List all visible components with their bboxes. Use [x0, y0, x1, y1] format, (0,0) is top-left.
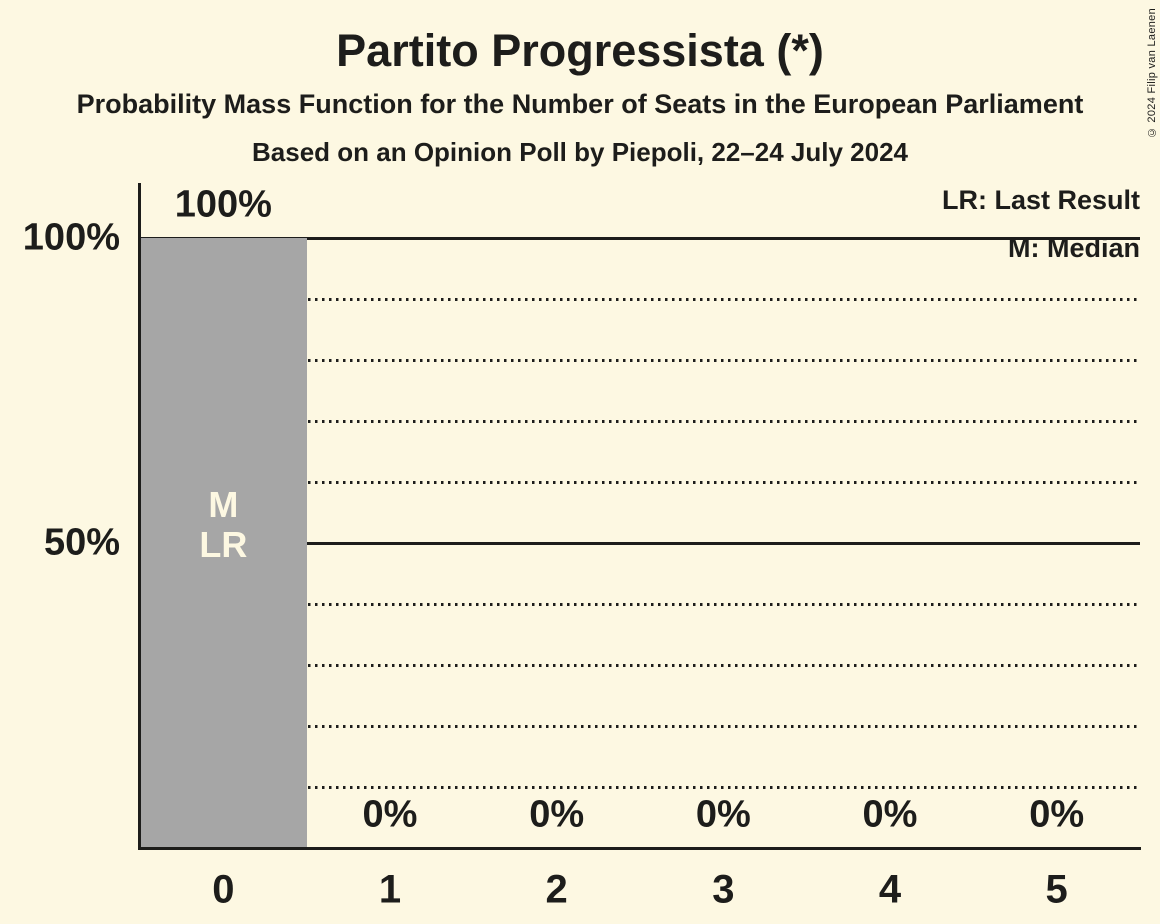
chart-title: Partito Progressista (*) — [336, 25, 824, 76]
legend-median: M: Median — [1008, 233, 1140, 263]
bar-value-label-4: 0% — [862, 793, 918, 836]
chart-source-line: Based on an Opinion Poll by Piepoli, 22–… — [252, 137, 908, 167]
gridline-dotted-60 — [140, 480, 1140, 484]
copyright-notice: © 2024 Filip van Laenen — [1146, 8, 1158, 139]
x-tick-label-0: 0 — [212, 867, 235, 912]
y-axis-line — [138, 183, 141, 849]
bar-value-label-5: 0% — [1029, 793, 1085, 836]
x-tick-label-1: 1 — [378, 867, 402, 912]
chart-subtitle: Probability Mass Function for the Number… — [76, 89, 1084, 119]
gridline-dotted-30 — [140, 663, 1140, 667]
bar-annotation-m: M — [208, 484, 239, 525]
bar-value-label-1: 0% — [362, 793, 418, 836]
y-tick-label-50: 50% — [43, 521, 120, 564]
x-axis-line — [138, 847, 1141, 850]
gridline-dotted-10 — [140, 785, 1140, 789]
legend-last-result: LR: Last Result — [941, 185, 1140, 215]
gridline-dotted-20 — [140, 724, 1140, 728]
x-tick-label-2: 2 — [545, 867, 568, 912]
y-tick-label-100: 100% — [22, 216, 120, 259]
gridline-dotted-80 — [140, 358, 1140, 362]
gridline-dotted-40 — [140, 602, 1140, 606]
bar-value-label-3: 0% — [695, 793, 751, 836]
gridline-solid-50 — [140, 541, 1140, 545]
gridline-dotted-90 — [140, 297, 1140, 301]
gridline-dotted-70 — [140, 419, 1140, 423]
x-tick-label-3: 3 — [712, 867, 735, 912]
bar-seats-0 — [140, 238, 307, 848]
bar-value-label-0: 100% — [174, 183, 272, 226]
x-tick-label-4: 4 — [878, 867, 902, 912]
bar-annotation-lr: LR — [199, 524, 248, 565]
bar-value-label-2: 0% — [529, 793, 585, 836]
x-tick-label-5: 5 — [1045, 867, 1068, 912]
gridline-solid-100 — [140, 236, 1140, 240]
